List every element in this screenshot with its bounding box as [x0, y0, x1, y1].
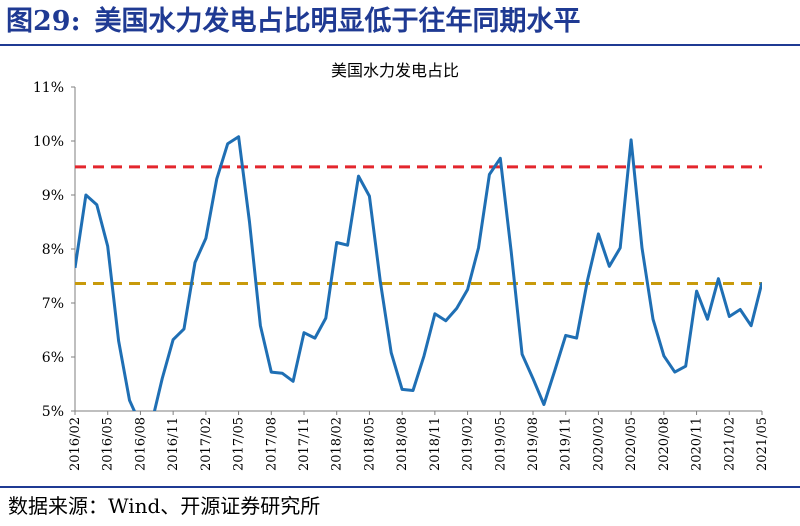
title-rule — [0, 44, 800, 46]
x-tick-label: 2020/11 — [690, 417, 705, 471]
y-tick-label: 8% — [42, 242, 64, 258]
y-tick-label: 6% — [42, 350, 64, 366]
x-tick-label: 2016/11 — [166, 417, 181, 471]
x-tick-label: 2019/08 — [526, 417, 541, 471]
x-tick-label: 2016/08 — [133, 417, 148, 471]
x-tick-label: 2019/02 — [461, 417, 476, 471]
x-tick-label: 2019/11 — [559, 417, 574, 471]
x-tick-label: 2018/11 — [428, 417, 443, 471]
x-tick-label: 2018/05 — [362, 417, 377, 471]
figure-number: 图29: — [6, 6, 81, 37]
x-tick-label: 2018/02 — [330, 417, 345, 471]
x-tick-label: 2021/05 — [755, 417, 770, 471]
y-tick-labels: 5% 6% 7% 8% 9% 10% 11% — [33, 80, 64, 420]
source-note: 数据来源：Wind、开源证券研究所 — [8, 494, 321, 518]
source-rule — [0, 486, 800, 488]
x-tick-label: 2021/02 — [722, 417, 737, 471]
x-tick-label: 2020/02 — [591, 417, 606, 471]
series-group — [75, 135, 762, 411]
figure-title: 图29: 美国水力发电占比明显低于往年同期水平 — [6, 2, 581, 42]
x-tick-labels: 2016/02 2016/05 2016/08 2016/11 2017/02 2017/… — [68, 417, 770, 471]
y-tick-label: 7% — [42, 296, 64, 312]
y-tick-label: 5% — [42, 404, 64, 420]
y-tick-label: 11% — [33, 80, 64, 96]
y-tick-label: 9% — [42, 188, 64, 204]
x-tick-label: 2017/02 — [199, 417, 214, 471]
y-tick-label: 10% — [33, 134, 64, 150]
x-tick-label: 2016/05 — [101, 417, 116, 471]
x-tick-label: 2017/11 — [297, 417, 312, 471]
x-tick-label: 2018/08 — [395, 417, 410, 471]
chart-title: 美国水力发电占比 — [331, 61, 459, 80]
x-tick-label: 2016/02 — [68, 417, 83, 471]
x-tick-label: 2017/08 — [264, 417, 279, 471]
x-tick-label: 2020/08 — [657, 417, 672, 471]
axes — [71, 86, 763, 415]
series-line — [75, 135, 762, 411]
x-tick-label: 2019/05 — [493, 417, 508, 471]
line-chart: 美国水力发电占比 5% 6% 7% 8% 9% 10% 11% 2016/02 2016/05… — [33, 61, 770, 471]
reference-lines — [75, 165, 762, 286]
x-tick-label: 2020/05 — [624, 417, 639, 471]
figure-title-text: 美国水力发电占比明显低于往年同期水平 — [94, 6, 581, 37]
x-tick-label: 2017/05 — [232, 417, 247, 471]
